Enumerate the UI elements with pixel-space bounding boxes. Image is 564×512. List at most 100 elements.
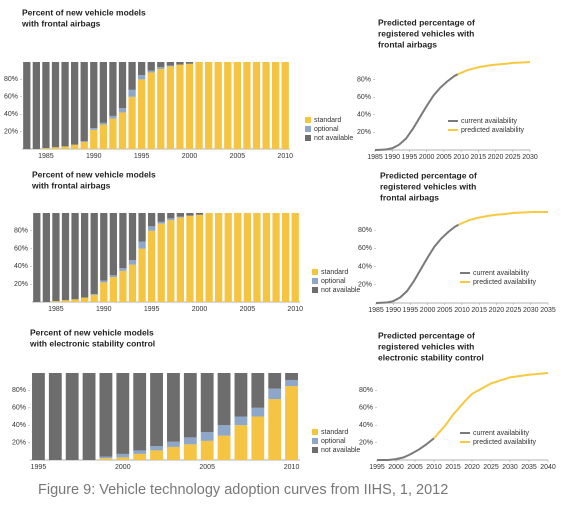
chart-title: frontal airbags <box>378 39 437 49</box>
y-tick-label: 80% <box>357 76 371 83</box>
x-tick-label: 2005 <box>407 464 423 471</box>
x-tick-label: 2040 <box>540 464 556 471</box>
x-tick-label: 1990 <box>86 153 102 160</box>
bar-segment <box>234 373 248 417</box>
x-tick-label: 2000 <box>388 464 404 471</box>
bar-segment <box>195 213 204 215</box>
legend-label: not available <box>314 135 353 142</box>
x-tick-label: 2030 <box>522 154 538 161</box>
bar-segment <box>268 388 282 400</box>
bar-segment <box>157 68 165 149</box>
bar-segment <box>109 275 117 278</box>
bar-segment <box>80 62 88 142</box>
bar-segment <box>176 216 184 218</box>
bar-segment <box>61 146 69 149</box>
bar-segment <box>61 300 70 302</box>
x-tick-label: 2000 <box>182 153 198 160</box>
line <box>377 437 435 461</box>
bar-segment <box>281 62 289 149</box>
bar-segment <box>100 213 108 281</box>
legend-label: not available <box>321 287 360 294</box>
bar-segment <box>147 62 155 71</box>
bar-segment <box>272 213 280 302</box>
bar-segment <box>285 373 298 380</box>
bar-segment <box>217 373 231 426</box>
y-tick-label: 60% <box>357 94 371 101</box>
x-tick-label: 2000 <box>115 464 131 471</box>
bar-segment <box>186 215 194 302</box>
legend-label: standard <box>321 429 348 436</box>
bar-segment <box>133 450 147 454</box>
bar-segment <box>148 230 156 302</box>
bar-segment <box>52 301 60 302</box>
y-tick-label: 60% <box>359 405 373 412</box>
bar-segment <box>116 453 130 458</box>
legend-label: current availability <box>473 430 530 437</box>
bar-segment <box>138 79 146 149</box>
bar-segment <box>61 62 69 147</box>
y-tick-label: 20% <box>359 439 373 446</box>
bar-segment <box>82 373 96 460</box>
y-tick-label: 60% <box>14 245 28 252</box>
bar-segment <box>133 453 147 460</box>
bar-segment <box>32 62 40 149</box>
bar-segment <box>42 62 50 149</box>
chart-title: electronic stability control <box>378 352 484 362</box>
bar-segment <box>133 373 147 451</box>
bar-segment <box>99 122 107 125</box>
chart-title: Predicted percentage of <box>380 170 477 180</box>
bar-segment <box>119 270 127 302</box>
bar-segment <box>33 213 41 302</box>
bar-segment <box>109 277 117 302</box>
x-tick-label: 2005 <box>199 464 215 471</box>
bar-segment <box>90 293 98 295</box>
x-tick-label: 2010 <box>284 464 300 471</box>
x-tick-label: 2025 <box>483 464 499 471</box>
bar-segment <box>167 441 180 447</box>
bar-segment <box>167 213 175 219</box>
x-tick-label: 2000 <box>192 306 208 313</box>
chart-title: Percent of new vehicle models <box>30 327 154 337</box>
x-tick-label: 2010 <box>277 153 293 160</box>
bar-segment <box>99 373 113 457</box>
bar-segment <box>99 458 113 460</box>
bar-segment <box>118 112 127 149</box>
x-tick-label: 2010 <box>287 306 303 313</box>
bar-segment <box>166 65 174 67</box>
y-tick-label: 40% <box>359 422 373 429</box>
bar-segment <box>176 217 184 302</box>
bar-segment <box>138 62 146 76</box>
bar-segment <box>99 62 107 123</box>
bar-segment <box>147 70 155 73</box>
bar-segment <box>262 213 271 302</box>
bar-segment <box>150 450 163 460</box>
bar-segment <box>148 213 156 227</box>
bar-segment <box>138 248 146 302</box>
bar-segment <box>90 129 98 149</box>
bar-segment <box>285 379 298 387</box>
bar-segment <box>167 218 175 221</box>
bar-segment <box>109 213 117 276</box>
bar-segment <box>200 373 214 433</box>
bar-segment <box>128 260 137 265</box>
bar-segment <box>243 62 251 149</box>
legend-swatch <box>305 126 311 132</box>
bar-segment <box>90 213 98 294</box>
bar-segment <box>51 62 60 148</box>
bar-segment <box>71 213 79 300</box>
x-tick-label: 1995 <box>31 464 47 471</box>
x-tick-label: 2005 <box>230 153 246 160</box>
bar-segment <box>205 213 213 302</box>
bar-segment <box>157 223 165 302</box>
x-tick-label: 1995 <box>144 306 160 313</box>
bar-segment <box>71 299 79 302</box>
legend-swatch <box>312 438 318 444</box>
bar-segment <box>176 213 184 217</box>
bar-segment <box>205 62 213 149</box>
bar-segment <box>128 96 136 149</box>
caption: Figure 9: Vehicle technology adoption cu… <box>38 482 448 498</box>
bar-segment <box>195 214 204 302</box>
y-tick-label: 60% <box>12 405 26 412</box>
chart-title: with frontal airbags <box>31 180 111 190</box>
